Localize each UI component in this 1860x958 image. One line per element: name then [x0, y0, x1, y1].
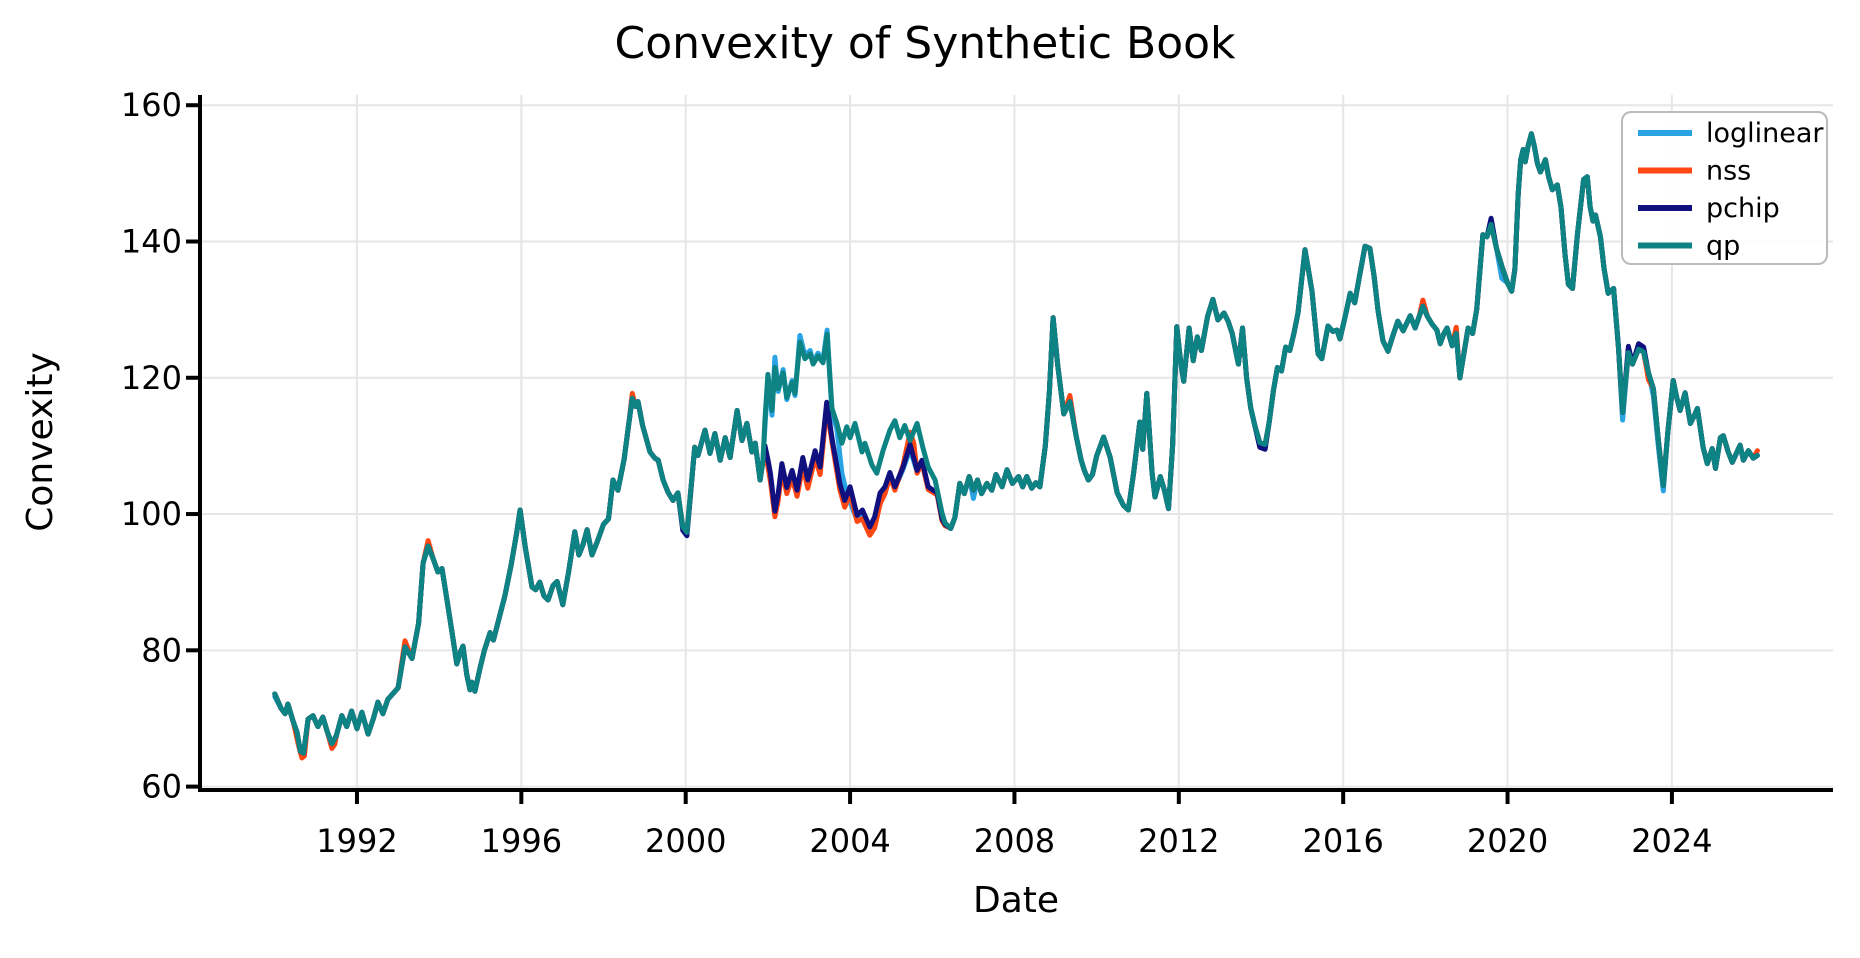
data-series [272, 131, 1760, 761]
x-tick-label: 2008 [974, 822, 1055, 860]
series-line-nss [272, 131, 1760, 761]
legend-box [1621, 111, 1828, 265]
x-tick-label: 1996 [481, 822, 562, 860]
x-tick-label: 2004 [809, 822, 890, 860]
x-axis-label: Date [973, 880, 1059, 921]
legend-label-loglinear: loglinear [1706, 118, 1824, 149]
x-tick-label: 2020 [1467, 822, 1548, 860]
x-tick-label: 2024 [1631, 822, 1712, 860]
series-line-pchip [272, 131, 1760, 756]
axis-tick-labels: 1992 1996 2000 2004 2008 2012 2016 2020 2024 60 80… [121, 86, 1713, 860]
x-tick-label: 1992 [316, 822, 397, 860]
y-tick-label: 120 [121, 359, 182, 397]
y-tick-label: 140 [121, 222, 182, 260]
x-tick-label: 2016 [1302, 822, 1383, 860]
legend-label-nss: nss [1706, 156, 1751, 187]
series-line-loglinear [272, 131, 1760, 756]
legend-label-qp: qp [1706, 231, 1740, 262]
y-tick-label: 160 [121, 86, 182, 124]
y-axis-label: Convexity [20, 352, 61, 532]
chart-title: Convexity of Synthetic Book [614, 18, 1236, 69]
legend-label-pchip: pchip [1706, 193, 1780, 224]
y-tick-label: 100 [121, 495, 182, 533]
legend: loglinear nss pchip qp [1621, 111, 1828, 265]
axis-ticks [186, 103, 1674, 804]
x-tick-label: 2000 [645, 822, 726, 860]
y-tick-label: 60 [141, 768, 182, 806]
y-tick-label: 80 [141, 631, 182, 669]
series-line-qp [272, 131, 1760, 756]
grid [200, 95, 1833, 790]
x-tick-label: 2012 [1138, 822, 1219, 860]
